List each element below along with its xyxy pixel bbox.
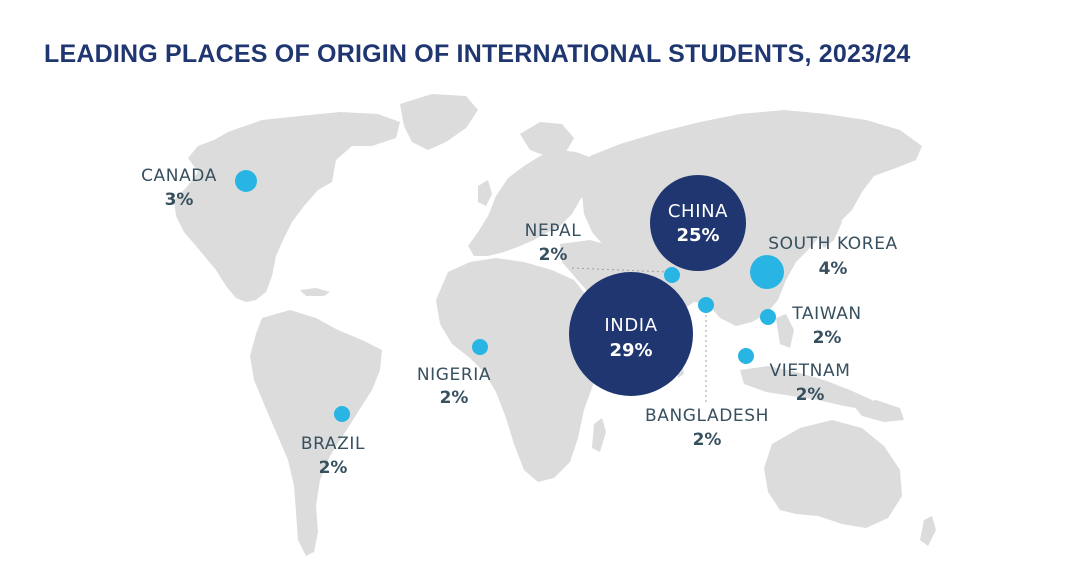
japan-landmass [818,208,842,248]
north-america-landmass [174,112,400,302]
vietnam-percent: 2% [796,385,825,405]
bangladesh-label: BANGLADESH [645,406,769,426]
nigeria-percent: 2% [440,388,469,408]
taiwan-percent: 2% [813,328,842,348]
brazil-dot [334,406,350,422]
india-label: INDIA [604,315,657,336]
vietnam-dot [738,348,754,364]
vietnam-label: VIETNAM [770,361,851,381]
south-korea-label: SOUTH KOREA [768,234,898,254]
canada-dot [235,170,257,192]
land-masses [174,94,936,556]
greenland-landmass [400,94,478,150]
china-percent: 25% [676,225,719,246]
south-korea-dot [750,255,784,289]
europe-landmass [468,150,600,256]
caribbean-islands [300,288,330,296]
new-zealand-landmass [920,516,936,546]
india-bubble [569,272,693,396]
taiwan-label: TAIWAN [791,304,862,324]
india-percent: 29% [609,340,652,361]
nigeria-dot [472,339,488,355]
uk-landmass [478,180,492,206]
africa-landmass [436,258,604,482]
brazil-label: BRAZIL [301,434,365,454]
southeast-asia-islands [740,366,872,410]
nigeria-label: NIGERIA [417,365,491,385]
nepal-label: NEPAL [525,221,582,241]
madagascar-landmass [592,418,606,452]
nepal-dot [664,267,680,283]
canada-percent: 3% [165,190,194,210]
scandinavia-landmass [520,122,574,156]
philippines-landmass [776,314,794,348]
new-guinea-landmass [852,400,904,422]
nepal-percent: 2% [539,245,568,265]
bangladesh-dot [698,297,714,313]
taiwan-dot [760,309,776,325]
china-label: CHINA [668,201,728,222]
canada-label: CANADA [141,166,217,186]
south-korea-percent: 4% [819,259,848,279]
nepal-leader-line [571,267,669,273]
south-america-landmass [250,310,382,556]
map-title: LEADING PLACES OF ORIGIN OF INTERNATIONA… [44,40,911,68]
brazil-percent: 2% [319,458,348,478]
australia-landmass [764,420,902,528]
china-bubble [650,175,746,271]
bangladesh-percent: 2% [693,430,722,450]
